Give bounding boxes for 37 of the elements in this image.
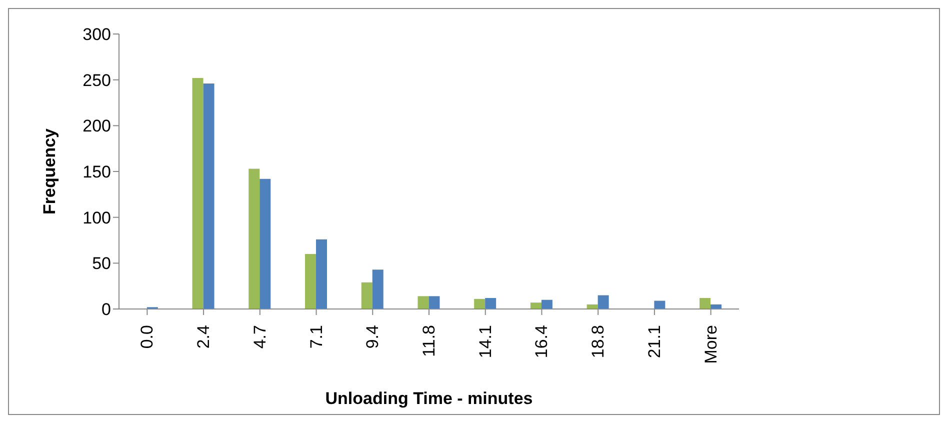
x-axis-title: Unloading Time - minutes	[325, 389, 533, 408]
bar	[530, 302, 542, 309]
y-tick-label: 0	[102, 300, 111, 320]
x-tick-label: 11.8	[420, 325, 438, 357]
bar	[654, 300, 666, 309]
x-tick-label: 2.4	[194, 325, 214, 349]
bar	[372, 270, 384, 309]
x-tick-label: 0.0	[138, 325, 157, 349]
bar	[541, 300, 552, 309]
bar	[248, 168, 260, 309]
bar	[260, 178, 271, 309]
bar	[598, 295, 609, 309]
y-axis-title: Frequency	[40, 128, 60, 214]
x-tick-label: 16.4	[532, 325, 552, 358]
bar	[316, 239, 327, 309]
x-tick-label: 21.1	[644, 325, 664, 358]
y-tick-label: 150	[82, 162, 111, 182]
bar	[474, 298, 486, 309]
x-tick-label: 4.7	[250, 325, 270, 349]
y-tick-label: 100	[82, 208, 111, 228]
y-tick-label: 200	[82, 116, 111, 136]
bar	[305, 254, 316, 309]
bar	[700, 298, 711, 309]
x-tick-label: More	[701, 325, 720, 364]
bar	[361, 282, 372, 309]
bar	[418, 296, 429, 309]
x-tick-label: 7.1	[306, 325, 326, 349]
y-tick-label: 300	[82, 25, 111, 44]
bar	[192, 78, 204, 309]
bar	[203, 84, 214, 309]
y-tick-label: 50	[92, 254, 111, 274]
x-tick-label: 18.8	[588, 325, 608, 358]
y-tick-label: 250	[82, 70, 111, 90]
x-tick-label: 9.4	[363, 325, 382, 349]
bar	[485, 298, 496, 309]
x-tick-label: 14.1	[476, 325, 495, 358]
bar	[428, 296, 440, 309]
